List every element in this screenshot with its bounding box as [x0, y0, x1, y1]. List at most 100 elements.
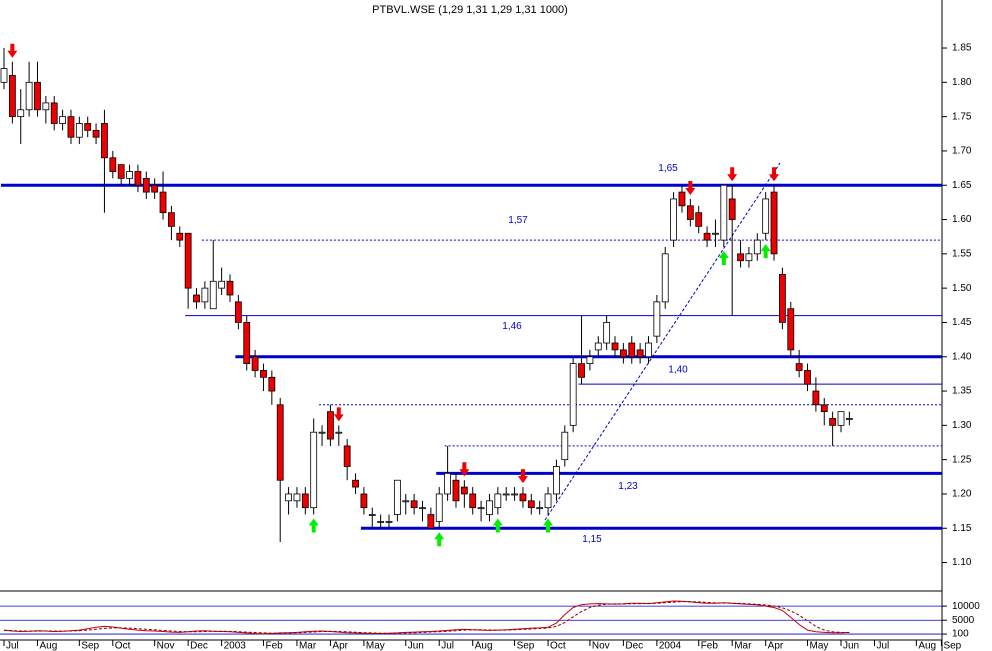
x-tick-label: Nov [592, 641, 610, 651]
sell-arrow [333, 407, 344, 422]
x-tick-label: Jun [843, 641, 859, 651]
candle-body [42, 102, 50, 111]
candle-body [176, 232, 184, 241]
candle-body [486, 500, 493, 515]
candle-body [293, 493, 301, 502]
y-tick-label: 1.20 [952, 489, 972, 500]
candle-body [502, 493, 510, 496]
candle-body [402, 500, 410, 503]
candle-body [343, 445, 351, 467]
sell-arrow [517, 469, 528, 484]
x-tick-label: May [810, 641, 829, 651]
level-label: 1,23 [618, 481, 638, 492]
candle-body [8, 75, 16, 118]
candle-body [151, 184, 159, 193]
y-tick-label: 1.55 [952, 248, 972, 259]
trend-line [544, 162, 781, 521]
y-tick-label: 1.50 [952, 283, 972, 294]
candle-body [603, 322, 611, 344]
indicator-line [3, 601, 850, 634]
candle-body [511, 493, 518, 496]
candle-body [829, 418, 837, 426]
y-tick-label: 1.35 [952, 386, 972, 397]
candle-body [720, 184, 728, 241]
candle-body [653, 301, 661, 337]
candle-body [92, 129, 100, 138]
candle-body [34, 81, 41, 111]
y-tick-label: 1.85 [952, 43, 972, 54]
y-tick-label: 1.45 [952, 317, 972, 328]
buy-arrow [760, 244, 771, 259]
candle-body [661, 253, 669, 303]
candle-body [268, 376, 276, 392]
candle-body [845, 418, 853, 420]
y-tick-label: 1.30 [952, 420, 972, 431]
candle-body [201, 287, 209, 303]
candle-body [117, 164, 125, 179]
candle-body [301, 493, 309, 509]
x-tick-label: Nov [157, 641, 175, 651]
candle-body [804, 370, 811, 385]
buy-arrow [718, 250, 729, 265]
candle-body [460, 486, 468, 495]
candle-body [318, 431, 326, 434]
candle-body [452, 479, 460, 502]
chart-title: PTBVL.WSE (1,29 1,31 1,29 1,31 1000) [372, 4, 568, 16]
x-tick-label: Aug [918, 641, 936, 651]
sell-arrow [7, 43, 18, 58]
candle-body [795, 363, 803, 371]
candle-body [276, 404, 284, 481]
candle-body [787, 308, 795, 351]
candle-body [159, 191, 167, 214]
level-label: 1,57 [508, 215, 528, 226]
candle-body [812, 390, 820, 406]
candle-body [670, 198, 677, 241]
candle-body [310, 431, 318, 509]
candle-body [101, 123, 108, 159]
candle-body [703, 232, 711, 241]
candle-body [636, 349, 644, 358]
candle-body [686, 205, 694, 220]
candle-body [352, 479, 359, 488]
x-tick-label: Jun [408, 641, 424, 651]
candle-body [385, 520, 393, 523]
candle-body [84, 123, 92, 131]
candle-body [678, 191, 686, 207]
x-tick-label: Jul [441, 641, 454, 651]
candle-body [728, 198, 736, 220]
candle-body [745, 253, 753, 262]
candle-body [142, 177, 150, 193]
candle-body [109, 157, 117, 172]
candle-body [444, 472, 452, 495]
candle-body [50, 102, 58, 124]
y-tick-label: 1.60 [952, 214, 972, 225]
sell-arrow [769, 167, 780, 182]
candle-body [561, 431, 569, 461]
y-tick-label: 1.75 [952, 111, 972, 122]
candle-body [226, 280, 234, 296]
candle-body [553, 466, 560, 495]
y-tick-label: 5000 [952, 615, 975, 626]
x-tick-label: Dec [625, 641, 643, 651]
candle-body [0, 68, 8, 83]
candle-body [737, 253, 744, 262]
candle-body [419, 507, 426, 510]
candle-body [779, 274, 786, 323]
candle-body [469, 493, 477, 509]
x-tick-label: Oct [115, 641, 131, 651]
buy-arrow [492, 518, 503, 533]
candle-body [762, 198, 770, 234]
candle-body [712, 232, 719, 235]
x-tick-label: Jul [6, 641, 19, 651]
y-tick-label: 1.25 [952, 454, 972, 465]
candle-body [569, 363, 577, 426]
candle-body [67, 116, 75, 138]
x-tick-label: Feb [265, 641, 283, 651]
candle-body [427, 514, 435, 529]
candle-body [184, 232, 192, 289]
candle-body [209, 280, 217, 310]
candle-body [586, 356, 594, 365]
candle-body [477, 507, 485, 510]
candle-body [285, 493, 292, 502]
